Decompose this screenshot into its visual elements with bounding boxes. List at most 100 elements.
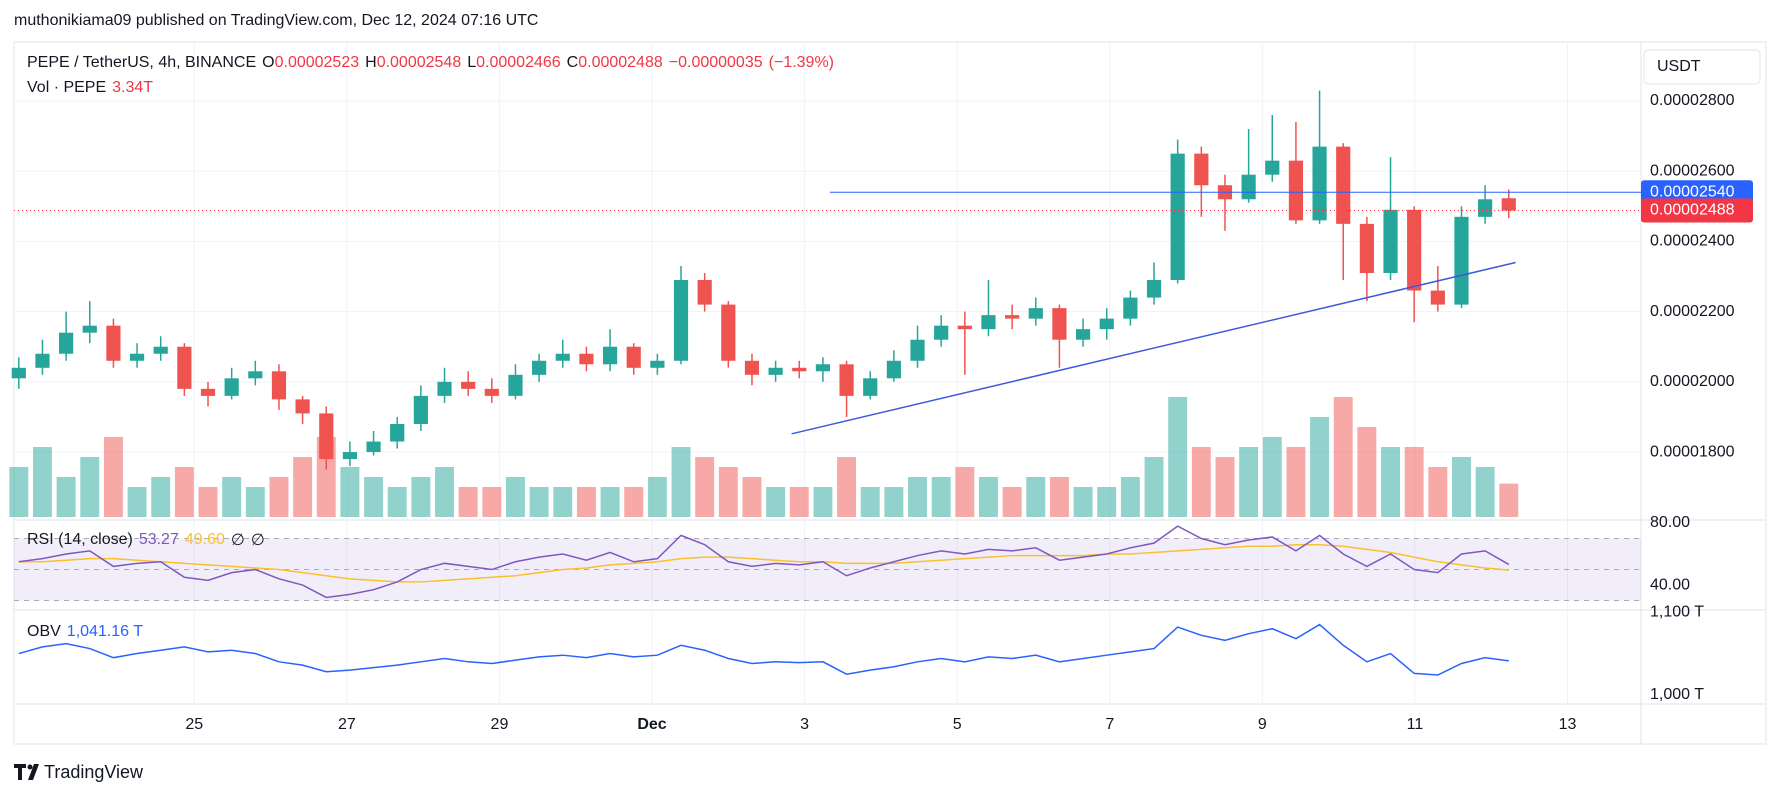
volume-bar: [908, 477, 927, 517]
candle-body: [721, 304, 736, 361]
candle-body: [1336, 146, 1351, 224]
chart-frame: [13, 41, 1767, 745]
candle-body: [1099, 318, 1114, 330]
volume-bar: [1333, 397, 1353, 517]
ohlc-key: C: [566, 54, 579, 71]
candle-body: [11, 367, 26, 379]
ohlc-item: C0.00002488: [567, 54, 663, 72]
volume-bar: [1428, 467, 1448, 517]
volume-bar: [174, 467, 194, 517]
candle-body: [579, 353, 594, 365]
candle-body: [650, 360, 665, 368]
candle-body: [626, 346, 641, 368]
y-tick-label: 0.00002600: [1650, 162, 1735, 179]
candle-body: [366, 441, 381, 453]
y-tick-label: 0.00002800: [1650, 92, 1735, 109]
candle-body: [1146, 280, 1162, 298]
x-tick-label: 29: [491, 716, 509, 733]
price-badge: [1641, 198, 1753, 223]
change-percent: (−1.39%): [768, 54, 834, 71]
rsi-extra: ∅: [250, 532, 265, 549]
currency-button[interactable]: [1643, 49, 1761, 85]
ohlc-value: 0.00002523: [274, 54, 360, 71]
volume-bar: [979, 477, 998, 517]
x-tick-label: 25: [185, 716, 203, 733]
volume-bar: [1310, 417, 1330, 517]
brand-name: TradingView: [44, 762, 144, 782]
candle-body: [177, 346, 192, 389]
volume-bar: [340, 467, 360, 517]
volume-bar: [364, 477, 384, 517]
volume-bar: [766, 487, 786, 517]
candle-body: [1359, 223, 1374, 274]
volume-value: 3.34T: [112, 79, 154, 96]
change: −0.00000035: [668, 54, 763, 71]
y-tick-label: 0.00002200: [1650, 303, 1735, 320]
volume-bar: [411, 477, 431, 517]
volume-bar: [813, 487, 833, 517]
candle-body: [1241, 174, 1256, 200]
candle-body: [390, 423, 405, 442]
candle-body: [934, 325, 949, 340]
volume-bar: [931, 477, 951, 517]
candle-body: [815, 364, 831, 372]
trendline: [791, 261, 1516, 435]
obv-title: OBV: [27, 623, 61, 640]
candle-body: [555, 353, 570, 361]
volume-bar: [860, 487, 880, 517]
rsi-line: [18, 525, 1510, 599]
candle-body: [1478, 199, 1493, 217]
candle-body: [413, 395, 428, 424]
volume-bar: [553, 487, 573, 517]
volume-bar: [9, 467, 29, 517]
candle-body: [319, 413, 334, 460]
ohlc-value: 0.00002548: [376, 54, 462, 71]
volume-bar: [1381, 447, 1400, 517]
volume-bar: [884, 487, 904, 517]
ohlc-item: H0.00002548: [365, 54, 461, 72]
volume-bar: [1262, 437, 1282, 517]
volume-bar: [127, 487, 147, 517]
x-tick-label: 11: [1407, 716, 1424, 733]
volume-bar: [647, 477, 667, 517]
x-tick-label: 27: [338, 716, 356, 733]
x-tick-label: 13: [1559, 716, 1577, 733]
obv-value: 1,041.16 T: [66, 623, 144, 640]
volume-bar: [56, 477, 76, 517]
volume-bar: [1049, 477, 1069, 517]
volume-bar: [33, 447, 52, 517]
volume-bar: [955, 467, 975, 517]
ohlc-item: O0.00002523: [262, 54, 359, 72]
volume-bar: [1499, 483, 1519, 517]
candle-body: [673, 280, 689, 361]
volume-bar: [1073, 487, 1093, 517]
volume-bar: [1404, 447, 1424, 517]
x-tick-label: 9: [1258, 716, 1267, 733]
x-tick-label: 5: [953, 716, 962, 733]
candle-body: [532, 360, 547, 375]
volume-bar: [1475, 467, 1495, 517]
ohlc-key: H: [365, 54, 377, 71]
volume-bar: [1168, 397, 1188, 517]
candle-body: [863, 378, 878, 396]
candle-body: [1407, 209, 1422, 291]
candle-body: [295, 399, 310, 414]
volume-bar: [529, 487, 549, 517]
candle-body: [1170, 153, 1185, 281]
candle-body: [1052, 308, 1067, 340]
symbol-title: PEPE / TetherUS, 4h, BINANCE: [27, 54, 257, 71]
volume-bar: [151, 477, 171, 517]
candle-body: [508, 374, 523, 396]
currency-label: USDT: [1657, 58, 1701, 75]
volume-bar: [269, 477, 289, 517]
volume-bar: [222, 477, 242, 517]
volume-bar: [742, 477, 762, 517]
candle-body: [1454, 216, 1469, 305]
obv-legend: OBV 1,041.16 T: [27, 623, 143, 641]
volume-bar: [506, 477, 525, 517]
candle-body: [768, 367, 783, 375]
byline: muthonikiama09 published on TradingView.…: [14, 12, 539, 29]
candle-body: [1194, 153, 1209, 186]
volume-bar: [435, 467, 454, 517]
